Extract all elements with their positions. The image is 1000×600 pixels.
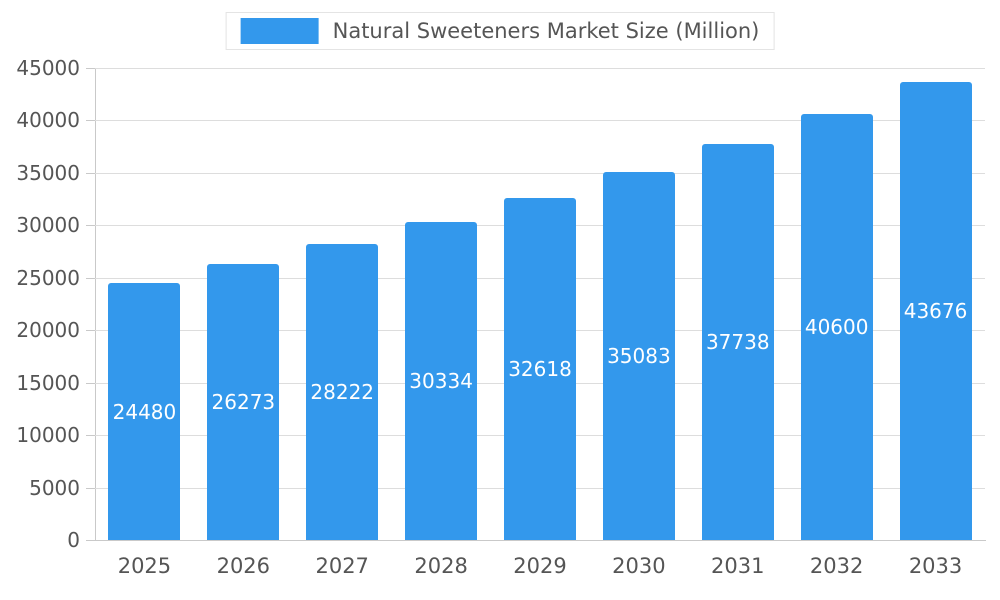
- legend[interactable]: Natural Sweeteners Market Size (Million): [225, 12, 775, 50]
- y-tick-mark: [86, 435, 95, 437]
- bar-value-label: 26273: [211, 390, 276, 415]
- bar[interactable]: 43676: [899, 81, 972, 540]
- legend-label: Natural Sweeteners Market Size (Million): [332, 19, 760, 43]
- y-gridline: [95, 68, 985, 69]
- y-tick-mark: [86, 68, 95, 69]
- y-tick-mark: [86, 382, 95, 384]
- x-tick-label: 2031: [711, 554, 765, 578]
- x-tick-label: 2029: [513, 554, 567, 578]
- bar-value-label: 28222: [310, 379, 375, 404]
- bar-value-label: 37738: [705, 330, 770, 355]
- x-tick-label: 2025: [117, 554, 172, 578]
- x-tick-label: 2033: [908, 554, 963, 578]
- bar[interactable]: 28222: [306, 243, 379, 540]
- x-tick-label: 2027: [315, 554, 369, 578]
- bar[interactable]: 40600: [800, 114, 873, 540]
- y-tick-mark: [86, 172, 95, 174]
- y-tick-label: 35000: [16, 160, 80, 185]
- bar[interactable]: 37738: [701, 144, 774, 540]
- bar-value-label: 24480: [112, 399, 177, 424]
- y-tick-label: 10000: [16, 423, 80, 448]
- y-tick-label: 20000: [16, 318, 80, 343]
- bar[interactable]: 30334: [405, 221, 478, 540]
- y-tick-mark: [86, 120, 95, 122]
- y-tick-mark: [86, 277, 95, 279]
- x-tick-label: 2032: [809, 554, 864, 578]
- bar-value-label: 35083: [607, 344, 671, 368]
- x-tick-label: 2030: [612, 554, 666, 578]
- y-tick-mark: [86, 225, 95, 227]
- y-tick-label: 0: [67, 528, 80, 552]
- legend-swatch-icon: [240, 18, 319, 44]
- y-tick-label: 5000: [29, 475, 80, 500]
- x-tick-label: 2028: [414, 554, 468, 578]
- y-gridline: [95, 120, 985, 122]
- y-tick-mark: [86, 540, 95, 541]
- y-tick-label: 30000: [16, 213, 80, 238]
- y-tick-mark: [86, 330, 95, 332]
- bar-value-label: 32618: [508, 356, 572, 381]
- y-tick-label: 40000: [16, 108, 80, 133]
- bar-value-label: 43676: [903, 298, 968, 323]
- bar[interactable]: 35083: [602, 172, 675, 540]
- y-tick-label: 25000: [16, 265, 80, 290]
- y-tick-label: 45000: [16, 56, 80, 80]
- bar[interactable]: 32618: [504, 197, 576, 540]
- plot-area: [95, 68, 986, 541]
- bar-value-label: 30334: [409, 368, 473, 393]
- x-tick-label: 2026: [216, 554, 271, 578]
- bar[interactable]: 24480: [108, 283, 181, 540]
- bar[interactable]: 26273: [207, 264, 280, 540]
- y-gridline: [95, 172, 985, 174]
- y-tick-label: 15000: [16, 370, 80, 395]
- y-tick-mark: [86, 487, 95, 489]
- bar-value-label: 40600: [804, 315, 869, 340]
